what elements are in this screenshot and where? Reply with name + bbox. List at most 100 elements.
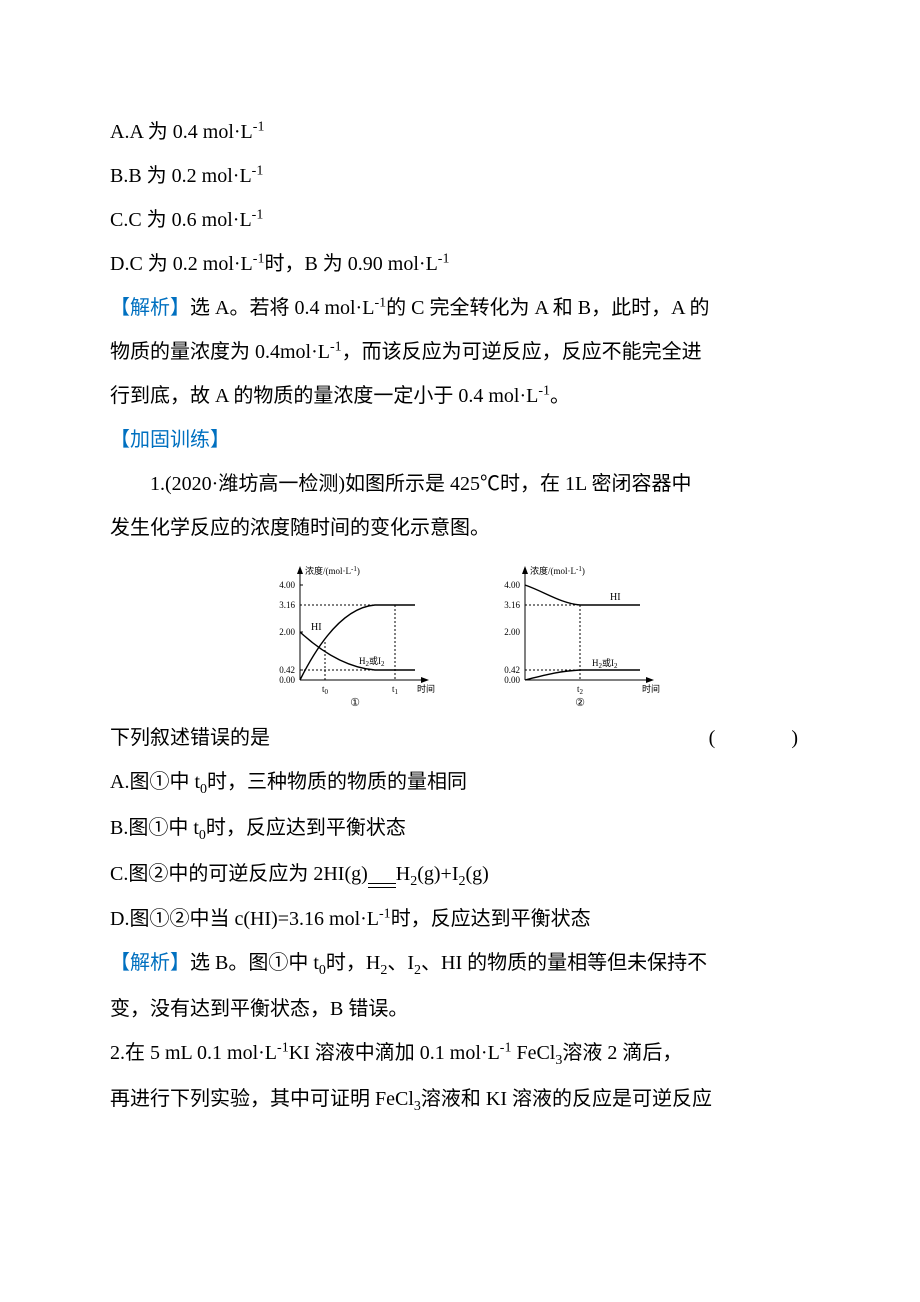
opt2-D-post: 时，反应达到平衡状态 <box>391 908 591 930</box>
q2-l1: 2.在 5 mL 0.1 mol·L-1KI 溶液中滴加 0.1 mol·L-1… <box>110 1031 810 1077</box>
analysis-1-t3b: 。 <box>550 385 570 407</box>
opt2-B-post: 时，反应达到平衡状态 <box>206 817 406 839</box>
q2-l2b: 溶液和 KI 溶液的反应是可逆反应 <box>421 1088 712 1110</box>
chart-2-xlabel: 时间 <box>642 683 660 694</box>
chart-1: 浓度/(mol·L-1) 0.00 0.42 2.00 3.16 4.00 HI… <box>255 560 440 710</box>
chart-1-yt0: 0.00 <box>279 675 295 685</box>
opt2-B-sub: 0 <box>199 828 206 843</box>
opt2-B-pre: B.图①中 t <box>110 817 199 839</box>
option-B-text: B.B 为 0.2 mol·L <box>110 165 252 187</box>
chart-2-yt4: 4.00 <box>504 580 520 590</box>
option-D-pre: D.C 为 0.2 mol·L <box>110 253 253 275</box>
q2-l1c: FeCl <box>511 1042 555 1064</box>
analysis-1-s2: -1 <box>330 339 342 354</box>
chart-1-xt1: t1 <box>392 684 399 696</box>
opt2-D-sup: -1 <box>379 907 391 922</box>
opt2-A-sub: 0 <box>200 782 207 797</box>
analysis-2-s2: 2 <box>414 963 421 978</box>
analysis-2-s0: 0 <box>319 963 326 978</box>
analysis-1-label: 【解析】 <box>110 297 190 319</box>
analysis-1-t2a: 物质的量浓度为 0.4mol·L <box>110 341 330 363</box>
chart-1-yt2: 2.00 <box>279 627 295 637</box>
analysis-1-t3a: 行到底，故 A 的物质的量浓度一定小于 0.4 mol·L <box>110 385 538 407</box>
option-B-sup: -1 <box>252 163 264 178</box>
analysis-2: 【解析】选 B。图①中 t0时，H2、I2、HI 的物质的量相等但未保持不 <box>110 941 810 987</box>
question-stem: 下列叙述错误的是 ( ) <box>110 716 810 760</box>
option-D-mid: 时，B 为 0.90 mol·L <box>264 253 437 275</box>
chart-1-yt3: 3.16 <box>279 600 295 610</box>
chart-2-hi-curve <box>525 585 640 605</box>
analysis-2-t1c: 、I <box>387 952 414 974</box>
chart-1-xt0: t0 <box>322 684 329 696</box>
opt2-D: D.图①②中当 c(HI)=3.16 mol·L-1时，反应达到平衡状态 <box>110 897 810 941</box>
analysis-1-s1: -1 <box>374 295 386 310</box>
opt2-B: B.图①中 t0时，反应达到平衡状态 <box>110 806 810 852</box>
charts-row: 浓度/(mol·L-1) 0.00 0.42 2.00 3.16 4.00 HI… <box>110 560 810 710</box>
chart-2-h2i2-label: H2或I2 <box>592 657 618 670</box>
analysis-2-l2: 变，没有达到平衡状态，B 错误。 <box>110 987 810 1031</box>
reinforce-q1-l1: 1.(2020·潍坊高一检测)如图所示是 425℃时，在 1L 密闭容器中 <box>110 462 810 506</box>
analysis-1-t1b: 的 C 完全转化为 A 和 B，此时，A 的 <box>386 297 709 319</box>
opt2-A: A.图①中 t0时，三种物质的物质的量相同 <box>110 760 810 806</box>
analysis-1-t1a: 选 A。若将 0.4 mol·L <box>190 297 374 319</box>
chart-2-xt0: t2 <box>577 684 584 696</box>
opt2-C-mid2: (g)+I <box>417 863 458 885</box>
reinforce-heading: 【加固训练】 <box>110 418 810 462</box>
chart-2-ylabel: 浓度/(mol·L-1) <box>530 565 585 576</box>
chart-1-caption: ① <box>350 697 360 709</box>
option-C-sup: -1 <box>252 207 264 222</box>
page: A.A 为 0.4 mol·L-1 B.B 为 0.2 mol·L-1 C.C … <box>0 0 920 1193</box>
analysis-1-l3: 行到底，故 A 的物质的量浓度一定小于 0.4 mol·L-1。 <box>110 374 810 418</box>
opt2-A-post: 时，三种物质的物质的量相同 <box>207 771 467 793</box>
option-B: B.B 为 0.2 mol·L-1 <box>110 154 810 198</box>
opt2-C-pre: C.图②中的可逆反应为 2HI(g) <box>110 863 368 885</box>
opt2-C-mid: H <box>396 863 410 885</box>
analysis-2-t1d: 、HI 的物质的量相等但未保持不 <box>421 952 707 974</box>
chart-1-ylabel: 浓度/(mol·L-1) <box>305 565 360 576</box>
analysis-1-t2b: ，而该反应为可逆反应，反应不能完全进 <box>342 341 702 363</box>
analysis-1-s3: -1 <box>538 383 550 398</box>
option-A: A.A 为 0.4 mol·L-1 <box>110 110 810 154</box>
reinforce-label: 【加固训练】 <box>110 429 230 451</box>
stem-text: 下列叙述错误的是 <box>110 716 270 760</box>
analysis-2-label: 【解析】 <box>110 952 190 974</box>
chart-2-yt2: 2.00 <box>504 627 520 637</box>
option-C-text: C.C 为 0.6 mol·L <box>110 209 252 231</box>
q2-s2: -1 <box>500 1041 512 1056</box>
q2-l2: 再进行下列实验，其中可证明 FeCl3溶液和 KI 溶液的反应是可逆反应 <box>110 1077 810 1123</box>
q2-l1b: KI 溶液中滴加 0.1 mol·L <box>289 1042 500 1064</box>
option-D: D.C 为 0.2 mol·L-1时，B 为 0.90 mol·L-1 <box>110 242 810 286</box>
q2-s1: -1 <box>277 1041 289 1056</box>
q2-s4: 3 <box>414 1099 421 1114</box>
chart-1-hi-curve <box>300 605 415 680</box>
option-C: C.C 为 0.6 mol·L-1 <box>110 198 810 242</box>
analysis-1: 【解析】选 A。若将 0.4 mol·L-1的 C 完全转化为 A 和 B，此时… <box>110 286 810 330</box>
option-A-sup: -1 <box>253 119 265 134</box>
analysis-1-l2: 物质的量浓度为 0.4mol·L-1，而该反应为可逆反应，反应不能完全进 <box>110 330 810 374</box>
chart-2-caption: ② <box>575 697 585 709</box>
reinforce-q1-l2: 发生化学反应的浓度随时间的变化示意图。 <box>110 506 810 550</box>
opt2-A-pre: A.图①中 t <box>110 771 200 793</box>
chart-2-h2i2-curve <box>525 670 640 680</box>
chart-2-yt3: 3.16 <box>504 600 520 610</box>
option-D-sup2: -1 <box>438 251 450 266</box>
chart-2: 浓度/(mol·L-1) 0.00 0.42 2.00 3.16 4.00 HI… <box>480 560 665 710</box>
opt2-C: C.图②中的可逆反应为 2HI(g)H2(g)+I2(g) <box>110 852 810 898</box>
chart-1-yt4: 4.00 <box>279 580 295 590</box>
chart-2-hi-label: HI <box>610 592 621 603</box>
q2-l2a: 再进行下列实验，其中可证明 FeCl <box>110 1088 414 1110</box>
q2-l1d: 溶液 2 滴后， <box>562 1042 682 1064</box>
answer-blank: ( ) <box>709 716 810 760</box>
opt2-C-post: (g) <box>465 863 488 885</box>
q2-l1a: 2.在 5 mL 0.1 mol·L <box>110 1042 277 1064</box>
chart-1-yt1: 0.42 <box>279 665 295 675</box>
analysis-2-t1a: 选 B。图①中 t <box>190 952 319 974</box>
chart-1-hi-label: HI <box>311 622 322 633</box>
analysis-2-t1b: 时，H <box>326 952 380 974</box>
chart-2-yt0: 0.00 <box>504 675 520 685</box>
option-A-text: A.A 为 0.4 mol·L <box>110 121 253 143</box>
chart-1-h2i2-label: H2或I2 <box>359 655 385 668</box>
option-D-sup1: -1 <box>253 251 265 266</box>
chart-1-xlabel: 时间 <box>417 683 435 694</box>
chart-2-yt1: 0.42 <box>504 665 520 675</box>
